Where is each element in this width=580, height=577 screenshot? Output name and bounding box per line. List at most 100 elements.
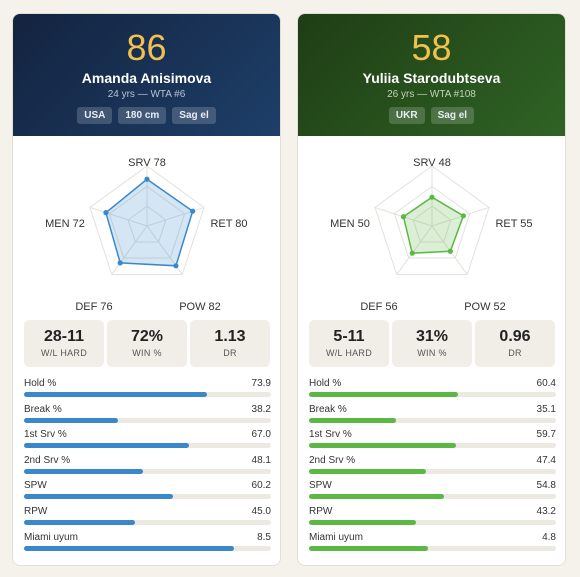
radar-label-men: MEN 72 [45, 218, 85, 230]
radar-chart: SRV 48 RET 55 POW 52 DEF 56 MEN 50 [330, 157, 532, 313]
stat-wl-hard: 5-11 W/L HARD [309, 320, 389, 367]
stat-bar-row: Hold % 60.4 [309, 378, 556, 404]
stat-bar-label: Break % [24, 403, 62, 415]
radar-series-area [402, 196, 465, 254]
stat-label: W/L HARD [325, 348, 373, 358]
radar-grid-ring [412, 205, 452, 243]
radar-point [409, 250, 415, 256]
radar-label-def: DEF 76 [75, 301, 112, 313]
stat-bar-track [309, 443, 556, 449]
height-tag: 180 cm [118, 107, 167, 124]
radar-grid-ring [89, 165, 205, 276]
stat-bar-fill [309, 545, 428, 551]
radar-axis [111, 225, 148, 275]
player-header: 58 Yuliia Starodubtseva 26 yrs — WTA #10… [298, 14, 565, 136]
radar-series-area [105, 178, 194, 267]
stat-bar-fill [309, 417, 396, 423]
stat-bar-track [24, 443, 271, 449]
stat-bar-value: 43.2 [536, 505, 556, 517]
stat-bar-track [309, 392, 556, 397]
stat-bar-value: 4.8 [542, 531, 556, 543]
stat-dr: 0.96 DR [475, 320, 555, 367]
stat-bar-track [24, 468, 271, 474]
stat-bar-row: SPW 54.8 [309, 480, 556, 506]
stat-bar-label: 1st Srv % [24, 429, 67, 441]
stat-bar-row: 2nd Srv % 47.4 [309, 455, 556, 481]
radar-axis [396, 225, 433, 275]
stat-bar-label: Hold % [24, 378, 57, 389]
stat-bar-row: RPW 43.2 [309, 506, 556, 532]
stat-value: 5-11 [333, 328, 365, 345]
player-tags: USA 180 cm Sag el [13, 107, 280, 124]
stat-value: 0.96 [499, 328, 531, 345]
hand-tag: Sag el [430, 107, 475, 124]
stat-bar-label: Break % [309, 403, 347, 415]
stat-bar-track [24, 545, 271, 551]
stat-bars: Hold % 73.9 Break % 38.2 1st Srv % 67.0 2nd Sr… [24, 378, 271, 557]
radar-axis [431, 206, 490, 227]
stat-bar-track [309, 519, 556, 525]
stat-bar-label: RPW [24, 505, 48, 517]
country-tag: USA [77, 107, 113, 124]
stat-bar-label: 1st Srv % [309, 429, 352, 441]
stat-bar-value: 67.0 [251, 429, 271, 441]
hand-tag: Sag el [172, 107, 216, 124]
radar-label-def: DEF 56 [360, 301, 397, 313]
stat-label: WIN % [417, 348, 447, 358]
country-tag: UKR [388, 107, 425, 124]
stat-bar-value: 38.2 [251, 403, 271, 415]
stat-bar-row: Hold % 73.9 [24, 378, 271, 404]
stat-bar-row: Break % 35.1 [309, 404, 556, 430]
stat-bar-fill [24, 494, 173, 500]
radar-chart: SRV 78 RET 80 POW 82 DEF 76 MEN 72 [45, 157, 247, 313]
player-name: Amanda Anisimova [81, 70, 212, 86]
radar-label-pow: POW 52 [464, 301, 506, 313]
stat-bar-track [309, 494, 556, 500]
player-tags: UKR Sag el [298, 107, 565, 124]
radar-label-ret: RET 80 [210, 218, 247, 230]
stat-bar-value: 48.1 [251, 454, 271, 466]
stat-bar-row: SPW 60.2 [24, 480, 271, 506]
stat-bar-track [309, 417, 556, 423]
radar-label-pow: POW 82 [179, 301, 221, 313]
radar-label-men: MEN 50 [330, 218, 370, 230]
stat-bar-label: Miami uyum [24, 531, 78, 543]
stat-bar-fill [24, 519, 136, 525]
player-header: 86 Amanda Anisimova 24 yrs — WTA #6 USA … [13, 14, 280, 136]
stat-win-pct: 72% WIN % [107, 320, 187, 367]
stat-bar-label: 2nd Srv % [24, 454, 71, 466]
stat-bar-row: 1st Srv % 59.7 [309, 429, 556, 455]
radar-axis [89, 206, 148, 227]
radar-point [144, 176, 150, 182]
player-card: 58 Yuliia Starodubtseva 26 yrs — WTA #10… [297, 13, 566, 566]
stat-bar-row: Miami uyum 4.8 [309, 532, 556, 558]
stat-bar-value: 35.1 [536, 403, 556, 415]
stat-bar-value: 60.2 [251, 480, 271, 492]
stat-value: 28-11 [43, 328, 85, 345]
stat-label: WIN % [132, 348, 162, 358]
player-meta: 26 yrs — WTA #108 [387, 89, 476, 100]
stat-bar-row: Miami uyum 8.5 [24, 532, 271, 558]
radar-grid-ring [127, 205, 167, 243]
stat-bar-row: 1st Srv % 67.0 [24, 429, 271, 455]
radar-point [447, 248, 453, 254]
stat-bar-track [309, 545, 556, 551]
radar-grid-ring [393, 185, 471, 259]
stat-bar-label: 2nd Srv % [309, 454, 356, 466]
stat-bar-label: Miami uyum [309, 531, 363, 543]
stat-bar-fill [24, 417, 119, 423]
overall-score: 86 [126, 27, 167, 68]
stat-win-pct: 31% WIN % [392, 320, 472, 367]
stat-bar-value: 47.4 [536, 454, 556, 466]
stat-bar-value: 8.5 [257, 531, 271, 543]
radar-grid-ring [108, 185, 186, 259]
stat-bar-track [24, 392, 271, 397]
stat-label: W/L HARD [40, 348, 88, 358]
radar-point [429, 194, 435, 200]
radar-grid-ring [374, 165, 490, 276]
radar-point [117, 260, 123, 266]
stat-value: 31% [415, 328, 449, 345]
stat-bar-row: 2nd Srv % 48.1 [24, 455, 271, 481]
radar-point [173, 263, 179, 269]
